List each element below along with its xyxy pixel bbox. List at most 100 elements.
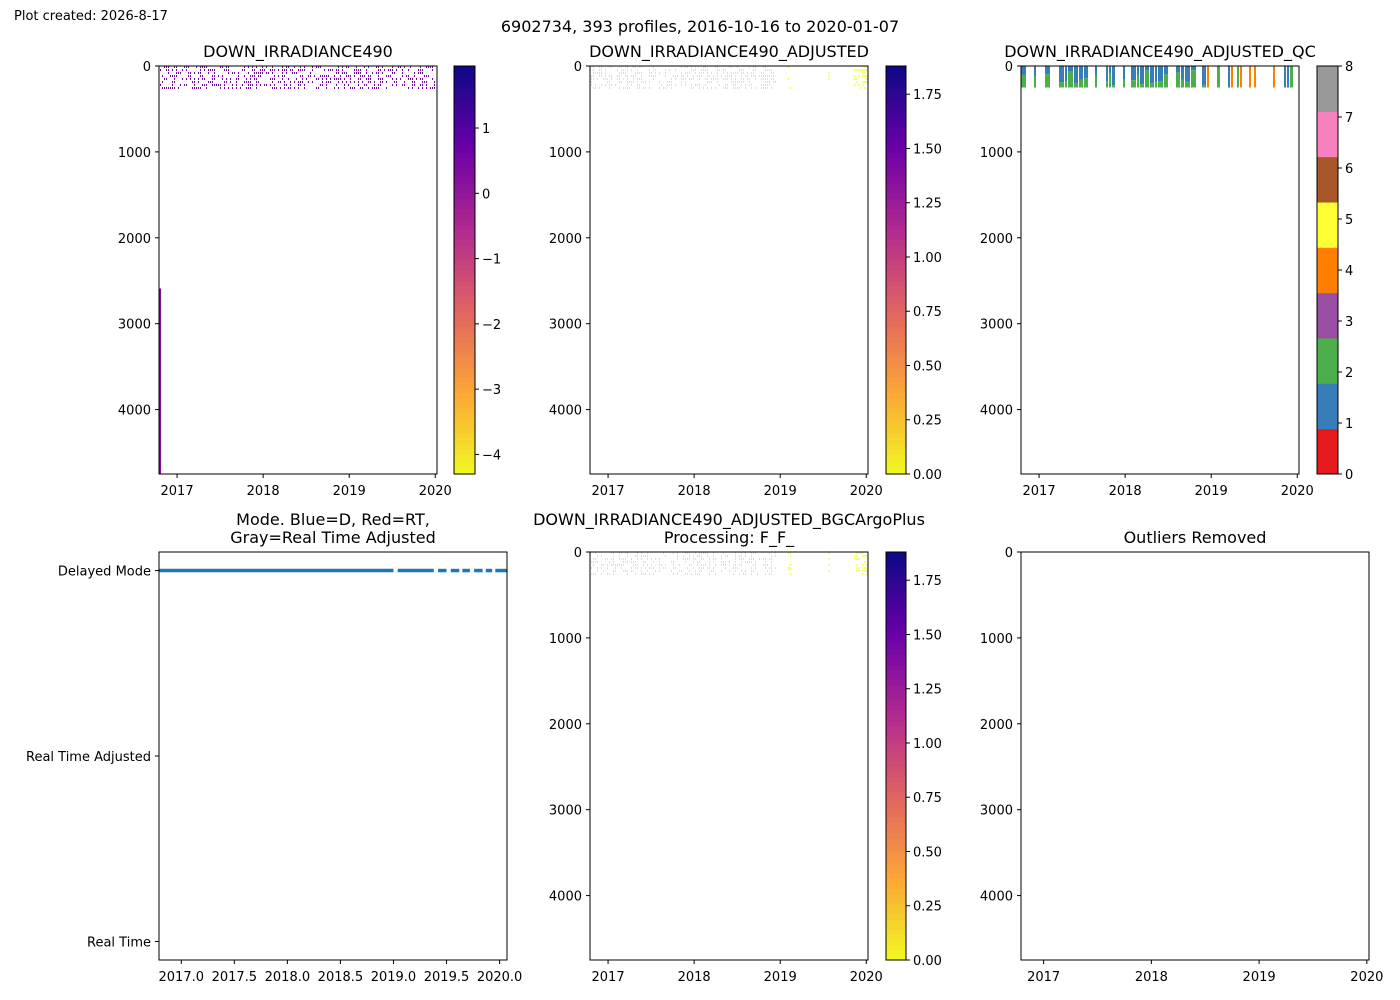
colorbar-band xyxy=(886,852,906,859)
heatmap-cell xyxy=(200,69,201,71)
heatmap-cell xyxy=(380,84,381,86)
colorbar-band xyxy=(454,336,475,342)
colorbar-band xyxy=(886,766,906,772)
heatmap-cell xyxy=(334,75,335,77)
heatmap-cell xyxy=(264,69,265,71)
colorbar-tick-label: 0 xyxy=(1345,468,1353,483)
colorbar-band xyxy=(1317,66,1338,112)
heatmap-cell xyxy=(599,72,600,74)
heatmap-cell xyxy=(655,558,656,560)
colorbar-band xyxy=(886,392,906,399)
colorbar-band xyxy=(886,888,906,895)
heatmap-cell xyxy=(617,564,618,566)
heatmap-cell xyxy=(220,84,221,86)
colorbar-band xyxy=(454,127,475,133)
heatmap-cell xyxy=(611,78,612,80)
heatmap-cell xyxy=(645,567,646,569)
heatmap-cell xyxy=(749,78,750,80)
heatmap-cell xyxy=(192,81,193,83)
heatmap-cell xyxy=(352,87,353,89)
x-tick-label: 2018 xyxy=(247,484,280,499)
colorbar-band xyxy=(1317,111,1338,158)
colorbar-tick-label: 1.75 xyxy=(913,88,942,103)
colorbar-band xyxy=(454,234,475,240)
heatmap-cell xyxy=(326,84,327,86)
colorbar-band xyxy=(454,198,475,205)
heatmap-cell xyxy=(174,75,175,77)
heatmap-cell xyxy=(735,561,736,563)
heatmap-cell xyxy=(224,84,225,86)
colorbar-band xyxy=(886,863,906,869)
heatmap-cell xyxy=(693,567,694,569)
heatmap-cell xyxy=(701,72,702,74)
heatmap-cell xyxy=(697,564,698,566)
heatmap-cell xyxy=(400,66,401,68)
heatmap-cell xyxy=(625,72,626,74)
heatmap-cell xyxy=(653,78,654,80)
heatmap-cell xyxy=(605,69,606,71)
qc-flag-2-cell xyxy=(1155,81,1157,88)
heatmap-cell xyxy=(615,84,616,86)
heatmap-cell xyxy=(428,75,429,77)
heatmap-cell xyxy=(659,87,660,89)
heatmap-cell xyxy=(274,87,275,89)
heatmap-cell xyxy=(354,81,355,83)
heatmap-cell xyxy=(771,555,772,557)
colorbar-band xyxy=(454,173,475,179)
heatmap-cell xyxy=(228,69,229,71)
heatmap-cell xyxy=(788,66,790,68)
qc-flag-2-cell xyxy=(1021,74,1026,88)
colorbar-band xyxy=(454,423,475,429)
heatmap-cell xyxy=(174,87,175,89)
colorbar-band xyxy=(886,295,906,302)
heatmap-cell xyxy=(687,552,688,554)
qc-flag-1-cell xyxy=(1176,66,1180,73)
y-tick-label: 0 xyxy=(574,546,582,561)
qc-flag-1-cell xyxy=(1045,66,1050,75)
heatmap-cell xyxy=(659,558,660,560)
heatmap-cell xyxy=(593,78,594,80)
heatmap-cell xyxy=(659,72,660,74)
heatmap-cell xyxy=(693,87,694,89)
heatmap-cell xyxy=(641,567,642,569)
heatmap-cell xyxy=(639,87,640,89)
heatmap-cell xyxy=(633,75,634,77)
heatmap-cell xyxy=(751,552,752,554)
colorbar-band xyxy=(886,259,906,266)
heatmap-cell xyxy=(775,81,776,83)
qc-flag-1-cell xyxy=(1065,66,1067,82)
heatmap-cell xyxy=(422,84,423,86)
heatmap-cell xyxy=(164,78,165,80)
heatmap-cell xyxy=(366,78,367,80)
colorbar-tick-label: 0.50 xyxy=(913,845,942,860)
heatmap-cell xyxy=(268,72,269,74)
colorbar-band xyxy=(886,198,906,205)
colorbar-band xyxy=(886,433,906,439)
heatmap-cell xyxy=(689,72,690,74)
heatmap-cell xyxy=(631,69,632,71)
heatmap-cell xyxy=(687,72,688,74)
colorbar-band xyxy=(886,468,906,475)
heatmap-cell xyxy=(735,570,736,572)
heatmap-cell xyxy=(643,573,644,575)
heatmap-cell xyxy=(697,75,698,77)
colorbar-band xyxy=(886,750,906,757)
colorbar-band xyxy=(886,847,906,854)
heatmap-cell xyxy=(693,558,694,560)
colorbar-frame xyxy=(885,551,907,961)
x-tick-label: 2019 xyxy=(333,484,366,499)
heatmap-cell xyxy=(858,75,860,77)
heatmap-cell xyxy=(689,78,690,80)
heatmap-cell xyxy=(316,66,317,68)
heatmap-cell xyxy=(398,66,399,68)
heatmap-cell xyxy=(358,78,359,80)
heatmap-cell xyxy=(378,66,379,68)
heatmap-cell xyxy=(302,75,303,77)
heatmap-cell xyxy=(236,87,237,89)
heatmap-cell xyxy=(763,564,764,566)
heatmap-cell xyxy=(340,78,341,80)
heatmap-cell xyxy=(230,81,231,83)
x-tick-label: 2017.0 xyxy=(159,970,205,985)
heatmap-cell xyxy=(691,78,692,80)
colorbar-band xyxy=(454,361,475,368)
